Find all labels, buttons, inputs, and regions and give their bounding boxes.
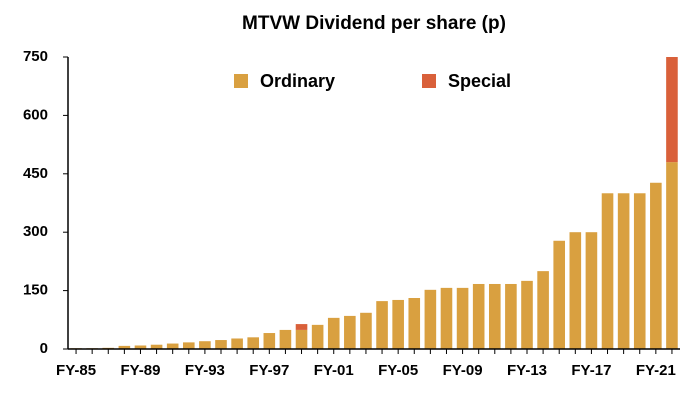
bar-segment bbox=[440, 287, 453, 349]
bar-segment bbox=[537, 271, 549, 349]
bar-segment bbox=[505, 283, 517, 349]
legend-text: Ordinary bbox=[260, 71, 335, 91]
x-tick-label: FY-13 bbox=[507, 362, 547, 379]
bar-segment bbox=[311, 324, 324, 349]
bar-segment bbox=[215, 340, 227, 349]
x-tick-label: FY-93 bbox=[185, 362, 225, 379]
bar-segment bbox=[344, 315, 356, 349]
legend-text: Special bbox=[448, 71, 511, 91]
legend-swatch bbox=[422, 74, 436, 88]
bar-segment bbox=[279, 329, 292, 349]
bar-segment bbox=[295, 329, 308, 349]
bar-segment bbox=[327, 317, 340, 349]
bar-segment bbox=[408, 297, 421, 349]
y-tick-label: 0 bbox=[40, 340, 48, 357]
x-tick-label: FY-05 bbox=[378, 362, 418, 379]
bar-segment bbox=[182, 342, 195, 349]
bar-segment bbox=[424, 289, 437, 349]
bar-segment bbox=[134, 345, 147, 349]
x-tick-label: FY-21 bbox=[636, 362, 676, 379]
y-tick-label: 450 bbox=[23, 165, 48, 182]
x-tick-label: FY-89 bbox=[120, 362, 160, 379]
bar-segment bbox=[295, 324, 308, 330]
bar-segment bbox=[376, 301, 388, 349]
bar-segment bbox=[166, 343, 179, 349]
bar-segment bbox=[231, 338, 243, 349]
bar-segment bbox=[585, 232, 598, 349]
bar-segment bbox=[553, 240, 566, 349]
bar-segment bbox=[263, 333, 276, 349]
x-tick-label: FY-85 bbox=[56, 362, 96, 379]
bar-segment bbox=[360, 312, 372, 349]
bar-segment bbox=[456, 287, 469, 349]
bar-segment bbox=[650, 182, 662, 349]
bar-segment bbox=[633, 193, 646, 349]
x-tick-label: FY-01 bbox=[314, 362, 354, 379]
bar-segment bbox=[617, 193, 630, 349]
bar-segment bbox=[472, 283, 485, 349]
bar-segment bbox=[118, 345, 131, 349]
bar-segment bbox=[247, 337, 260, 349]
y-tick-label: 150 bbox=[23, 282, 48, 299]
x-tick-label: FY-09 bbox=[443, 362, 483, 379]
y-tick-label: 600 bbox=[23, 106, 48, 123]
legend-swatch bbox=[234, 74, 248, 88]
bar-segment bbox=[666, 162, 678, 349]
bar-segment bbox=[488, 283, 501, 349]
y-tick-label: 300 bbox=[23, 223, 48, 240]
x-tick-label: FY-17 bbox=[571, 362, 611, 379]
bar-segment bbox=[150, 344, 163, 349]
bar-segment bbox=[569, 232, 582, 349]
bar-segment bbox=[199, 341, 211, 349]
bar-segment bbox=[666, 57, 678, 163]
chart-title: MTVW Dividend per share (p) bbox=[242, 13, 506, 34]
bar-segment bbox=[392, 299, 404, 349]
bar-segment bbox=[601, 193, 614, 349]
x-tick-label: FY-97 bbox=[249, 362, 289, 379]
y-tick-label: 750 bbox=[23, 48, 48, 65]
bar-segment bbox=[521, 280, 533, 349]
